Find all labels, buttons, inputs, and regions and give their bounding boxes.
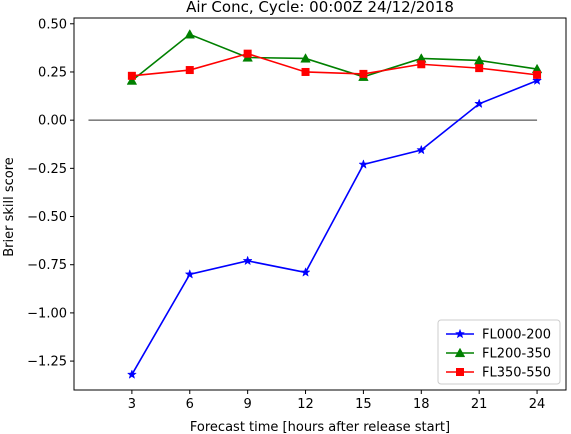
legend-entry: FL350-550 [446, 366, 551, 381]
y-tick-label: −0.25 [27, 162, 67, 177]
series-line [131, 79, 538, 375]
data-point [358, 159, 369, 169]
plot-frame [73, 17, 567, 391]
data-point [184, 269, 195, 279]
series-line [131, 33, 538, 82]
data-point [300, 267, 311, 277]
data-point [475, 64, 484, 73]
y-axis-label: Brier skill score [2, 157, 17, 257]
data-point [184, 29, 195, 39]
data-point [416, 144, 427, 155]
y-tick-label: −1.25 [27, 355, 67, 370]
series-fl000-200 [126, 75, 543, 379]
legend-label: FL350-550 [482, 366, 551, 381]
x-tick-label: 21 [471, 397, 488, 412]
data-point [300, 53, 311, 63]
data-point [243, 49, 252, 58]
chart-title: Air Conc, Cycle: 00:00Z 24/12/2018 [186, 0, 454, 16]
legend-entry: FL000-200 [446, 328, 551, 343]
data-point [126, 369, 137, 379]
legend: FL000-200 FL200-350 FL350-550 [437, 319, 561, 385]
data-point [242, 255, 253, 266]
y-tick-label: −1.00 [27, 306, 67, 321]
legend-marker [454, 347, 466, 358]
legend-entry: FL200-350 [446, 347, 551, 362]
x-axis-label: Forecast time [hours after release start… [190, 420, 450, 434]
x-tick-label: 9 [244, 397, 252, 412]
x-tick-label: 12 [297, 397, 314, 412]
y-tick-label: −0.75 [27, 258, 67, 273]
legend-marker [456, 368, 464, 376]
plot-area: 3 6 9 12 15 18 21 24 0.50 0.25 0.00 −0.25 −0.50 −0.75… [27, 17, 567, 412]
y-tick-label: 0.50 [38, 17, 67, 32]
data-point [417, 60, 426, 69]
data-point [531, 75, 543, 85]
legend-marker [454, 328, 466, 339]
data-point [474, 98, 485, 109]
data-point [301, 67, 310, 76]
y-tick-label: 0.25 [38, 65, 67, 80]
data-point [185, 66, 194, 75]
data-point [126, 75, 138, 85]
legend-label: FL000-200 [482, 328, 551, 343]
y-tick-label: 0.00 [38, 114, 67, 129]
data-point [127, 71, 136, 80]
data-point [359, 69, 368, 78]
x-tick-label: 15 [355, 397, 372, 412]
y-tick-label: −0.50 [27, 210, 67, 225]
x-tick-label: 3 [128, 397, 136, 412]
data-point [533, 70, 542, 79]
series-line [131, 52, 538, 77]
series-fl200-350 [126, 29, 543, 85]
legend-label: FL200-350 [482, 347, 551, 362]
x-tick-label: 18 [413, 397, 430, 412]
x-tick-label: 24 [529, 397, 546, 412]
legend-box [437, 319, 561, 385]
series-fl350-550 [127, 49, 542, 80]
x-tick-label: 6 [186, 397, 194, 412]
